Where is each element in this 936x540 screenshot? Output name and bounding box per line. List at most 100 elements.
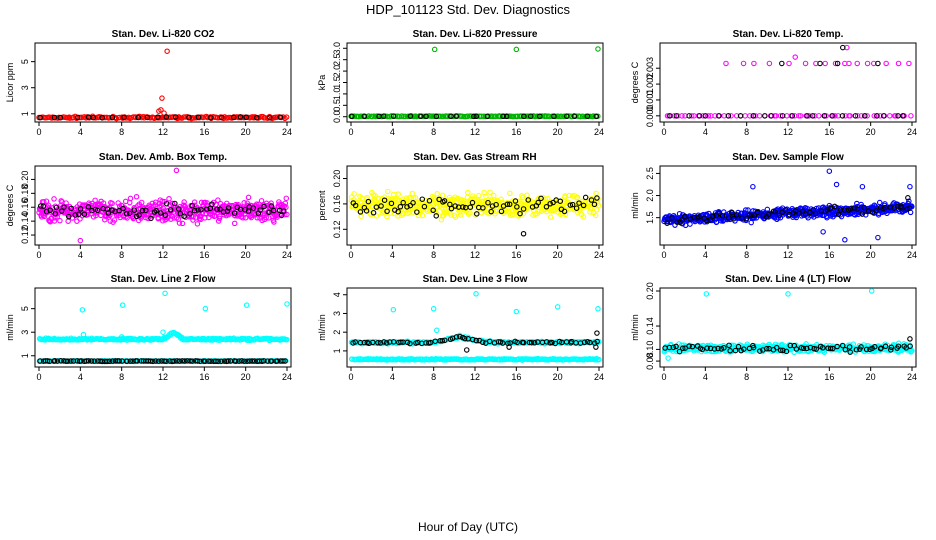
data-point [562,211,569,218]
data-point [68,358,74,364]
data-point [139,207,146,214]
x-tick-label: 16 [511,372,521,382]
data-point [886,113,893,119]
data-point [349,113,355,120]
chart-panel: Stan. Dev. Li-820 Pressure 0 4 8 12 16 20 24 0.0… [317,29,604,137]
data-point [484,113,491,120]
data-point [749,212,755,219]
data-point [244,358,250,364]
data-point [144,114,151,121]
data-point [204,206,210,212]
data-point [43,198,50,204]
data-point [372,192,378,199]
data-point [135,114,142,121]
data-point [245,194,252,201]
data-point [705,113,712,119]
x-tick-label: 0 [661,250,666,260]
data-point [520,339,527,346]
data-point [487,189,493,195]
data-point [104,358,110,365]
data-point [824,207,831,213]
data-point [434,191,440,197]
y-axis-label: ml/min [317,314,327,341]
data-point [414,209,420,215]
data-point [670,344,677,351]
y-axis-label: ml/min [630,314,640,341]
x-tick-label: 0 [36,127,41,137]
data-point [70,358,77,364]
data-point [503,113,510,120]
data-point [136,212,142,218]
y-tick-label: 2.5 [332,53,342,66]
data-point [123,210,130,217]
outlier-point [164,48,170,54]
data-point [584,113,591,119]
data-point [742,207,749,213]
data-point [426,198,433,204]
data-point [809,113,816,119]
outlier-point [842,237,848,243]
outlier-point [751,60,757,67]
data-point [704,217,710,224]
data-point [733,212,740,218]
outlier-point [595,306,601,312]
data-point [282,358,288,364]
data-point [58,198,64,204]
data-point [373,213,380,219]
data-point [81,211,88,217]
data-point [231,220,238,227]
data-point [566,113,572,119]
data-point [558,113,565,120]
x-tick-label: 24 [594,127,604,137]
data-point [241,358,248,364]
data-point [404,204,410,210]
data-point [365,198,372,205]
x-tick-label: 8 [431,250,436,260]
data-point [789,113,796,119]
x-tick-label: 4 [703,250,708,260]
x-tick-label: 4 [703,372,708,382]
x-tick-label: 8 [119,372,124,382]
data-point [715,345,721,352]
data-point [512,198,519,204]
data-point [846,344,853,350]
data-point [908,113,914,119]
data-point [57,114,64,121]
data-point [224,208,231,214]
data-point [536,208,542,215]
x-tick-label: 24 [907,372,917,382]
data-point [751,212,758,218]
data-point [282,211,288,218]
data-point [509,211,516,218]
data-point [829,113,835,119]
data-point [707,217,713,223]
series-hourly [667,44,906,119]
data-point [776,212,783,219]
y-tick-label: 2.5 [645,167,655,180]
outlier-point [822,60,828,67]
data-point [721,345,727,351]
data-point [175,206,182,212]
data-point [441,198,448,204]
data-point [274,214,280,220]
y-tick-label: 5 [20,306,30,311]
data-point [732,347,739,354]
data-point [181,358,188,364]
data-point [491,192,497,199]
data-point [230,114,237,121]
x-tick-label: 16 [824,250,834,260]
data-point [189,202,195,209]
data-point [835,211,842,218]
data-point [783,348,790,355]
data-point [878,345,884,351]
chart-panel: Stan. Dev. Gas Stream RH 0 4 8 12 16 20 24 0.12 0… [317,152,604,260]
x-tick-label: 20 [553,372,563,382]
outlier-point [785,291,791,297]
data-point [407,340,413,347]
data-point [249,358,256,364]
outlier-point [431,46,438,53]
data-point [197,358,203,365]
data-point [111,217,118,223]
data-point [591,201,598,208]
outlier-point [846,60,852,67]
